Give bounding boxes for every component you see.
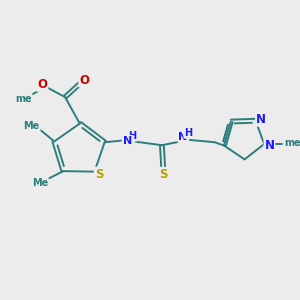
Text: me: me: [15, 94, 32, 104]
Text: H: H: [128, 131, 136, 141]
Text: N: N: [265, 139, 275, 152]
Text: N: N: [178, 132, 188, 142]
Text: N: N: [123, 136, 132, 146]
Text: Me: Me: [32, 178, 48, 188]
Text: O: O: [79, 74, 89, 87]
Text: S: S: [94, 167, 103, 181]
Text: O: O: [38, 78, 47, 91]
Text: N: N: [256, 113, 266, 126]
Text: S: S: [159, 168, 168, 181]
Text: Me: Me: [24, 121, 40, 131]
Text: me: me: [284, 138, 300, 148]
Text: H: H: [184, 128, 192, 138]
